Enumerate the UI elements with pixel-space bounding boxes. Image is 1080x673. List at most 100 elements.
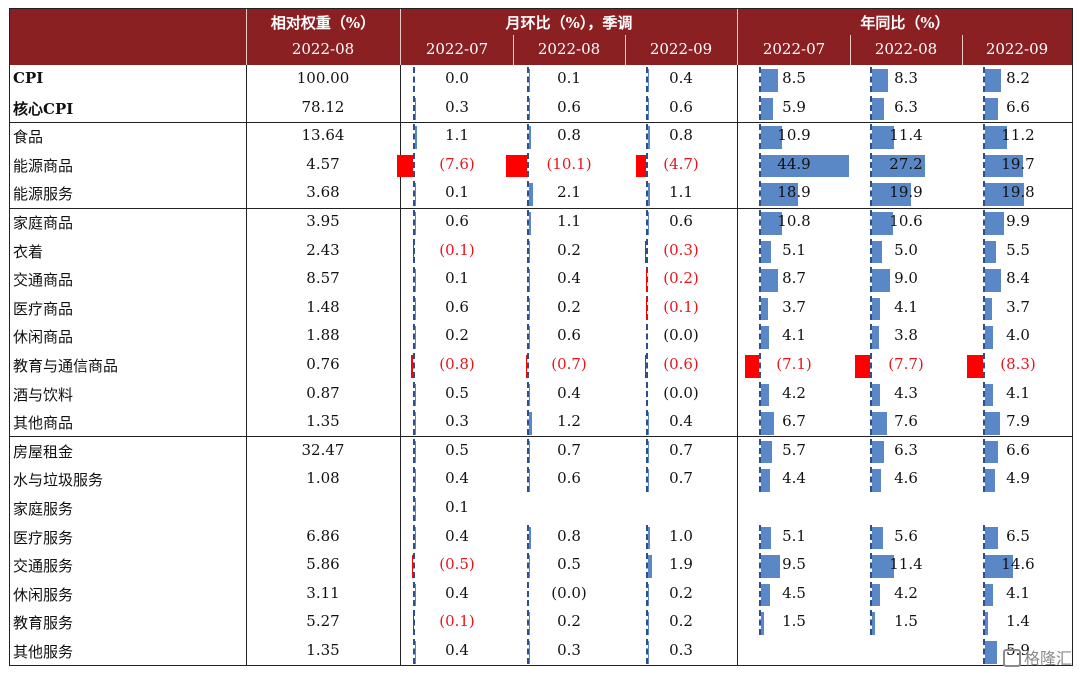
- yoy-value: 1.4: [1006, 612, 1030, 631]
- group-separator: [10, 436, 1072, 437]
- yoy-value: 1.5: [782, 612, 806, 631]
- mom-bar: [648, 183, 651, 206]
- yoy-axis-segment: [870, 238, 872, 264]
- yoy-value: 8.3: [894, 69, 918, 87]
- yoy-axis-segment: [870, 353, 872, 378]
- mom-axis-segment: [646, 438, 648, 464]
- yoy-bar: [872, 469, 881, 492]
- yoy-axis-segment: [983, 524, 985, 550]
- mom-value: 0.2: [557, 612, 581, 631]
- weight-value: 13.64: [301, 126, 345, 145]
- yoy-bar: [761, 440, 773, 464]
- yoy-bar: [761, 212, 783, 235]
- mom-value: (0.5): [439, 555, 475, 574]
- mom-value: 0.5: [445, 440, 469, 459]
- yoy-bar: [761, 183, 798, 206]
- mom-bar: [415, 641, 416, 664]
- yoy-value: 5.7: [782, 440, 806, 459]
- mom-value: 0.0: [445, 69, 469, 87]
- yoy-value: 5.6: [894, 526, 918, 545]
- header-row-2: [10, 35, 1072, 65]
- watermark-text: 格隆汇: [1023, 649, 1072, 668]
- mom-value: (0.2): [663, 269, 699, 288]
- yoy-axis-segment: [870, 524, 872, 550]
- yoy-axis-segment: [983, 410, 985, 435]
- mom-bar: [648, 212, 650, 235]
- yoy-bar: [985, 183, 1024, 206]
- weight-value: 1.48: [306, 297, 340, 316]
- mom-value: 0.1: [557, 69, 581, 87]
- mom-value: 0.6: [445, 297, 469, 316]
- mom-value: (0.1): [439, 612, 475, 631]
- weight-value: 2.43: [306, 240, 340, 259]
- mom-bar: [529, 412, 532, 435]
- mom-axis-segment: [646, 95, 648, 121]
- yoy-bar: [985, 240, 996, 264]
- mom-value: 0.7: [557, 440, 581, 459]
- weight-value: 8.57: [306, 269, 340, 288]
- mom-value: 0.1: [445, 498, 469, 516]
- mom-value: 0.3: [557, 641, 581, 659]
- mom-axis-segment: [527, 267, 529, 292]
- yoy-axis-segment: [983, 67, 985, 92]
- weight-value: 32.47: [301, 440, 345, 459]
- yoy-bar: [872, 212, 893, 235]
- header-yoy-date-1: 2022-07: [762, 40, 826, 58]
- row-label: 医疗服务: [13, 528, 74, 547]
- mom-axis-segment: [527, 181, 529, 206]
- weight-value: 1.08: [306, 469, 340, 488]
- weight-value: 1.88: [306, 326, 340, 345]
- row-label: 能源服务: [13, 185, 74, 204]
- yoy-value: 4.6: [894, 469, 918, 488]
- mom-axis-segment: [413, 353, 415, 378]
- mom-axis-segment: [413, 438, 415, 464]
- yoy-value: 7.6: [894, 412, 918, 431]
- watermark-logo-icon: [1002, 649, 1021, 667]
- mom-value: 0.4: [669, 412, 693, 431]
- yoy-axis-segment: [870, 438, 872, 464]
- mom-value: (0.0): [551, 583, 587, 602]
- mom-value: 0.3: [669, 641, 693, 659]
- mom-bar: [648, 69, 649, 92]
- yoy-bar: [761, 383, 770, 407]
- weight-value: 1.35: [306, 641, 340, 659]
- header-divider: [246, 9, 247, 65]
- mom-axis-segment: [413, 581, 415, 607]
- mom-value: 1.1: [669, 183, 693, 202]
- mom-axis-segment: [646, 152, 648, 178]
- yoy-axis-segment: [759, 410, 761, 435]
- mom-bar: [529, 326, 531, 349]
- yoy-axis-segment: [983, 353, 985, 378]
- yoy-axis-segment: [759, 152, 761, 178]
- yoy-bar: [761, 240, 771, 264]
- yoy-bar: [761, 269, 778, 292]
- mom-axis-segment: [527, 639, 529, 664]
- yoy-value: 10.6: [889, 212, 923, 230]
- mom-bar: [648, 126, 650, 149]
- yoy-axis-segment: [759, 67, 761, 92]
- yoy-axis-segment: [870, 210, 872, 235]
- yoy-value: 19.9: [889, 183, 923, 202]
- header-mom: 月环比（%），季调: [505, 14, 633, 32]
- mom-axis-segment: [527, 67, 529, 92]
- mom-value: 0.3: [445, 97, 469, 116]
- mom-value: 0.6: [445, 212, 469, 230]
- yoy-axis-segment: [759, 353, 761, 378]
- mom-axis-segment: [413, 124, 415, 149]
- mom-bar: [529, 97, 531, 121]
- yoy-value: 6.3: [894, 97, 918, 116]
- mom-value: 0.6: [557, 326, 581, 345]
- yoy-value: 4.1: [894, 297, 918, 316]
- yoy-axis-segment: [759, 210, 761, 235]
- yoy-bar: [985, 526, 998, 550]
- mom-value: 0.1: [445, 269, 469, 288]
- yoy-value: 8.2: [1006, 69, 1030, 87]
- row-label: 其他商品: [13, 414, 74, 433]
- mom-bar: [415, 412, 416, 435]
- yoy-bar: [985, 212, 1005, 235]
- yoy-value: 5.5: [1006, 240, 1030, 259]
- mom-axis-segment: [527, 95, 529, 121]
- mom-axis-segment: [646, 210, 648, 235]
- weight-value: 3.11: [306, 583, 340, 602]
- yoy-bar: [985, 297, 993, 321]
